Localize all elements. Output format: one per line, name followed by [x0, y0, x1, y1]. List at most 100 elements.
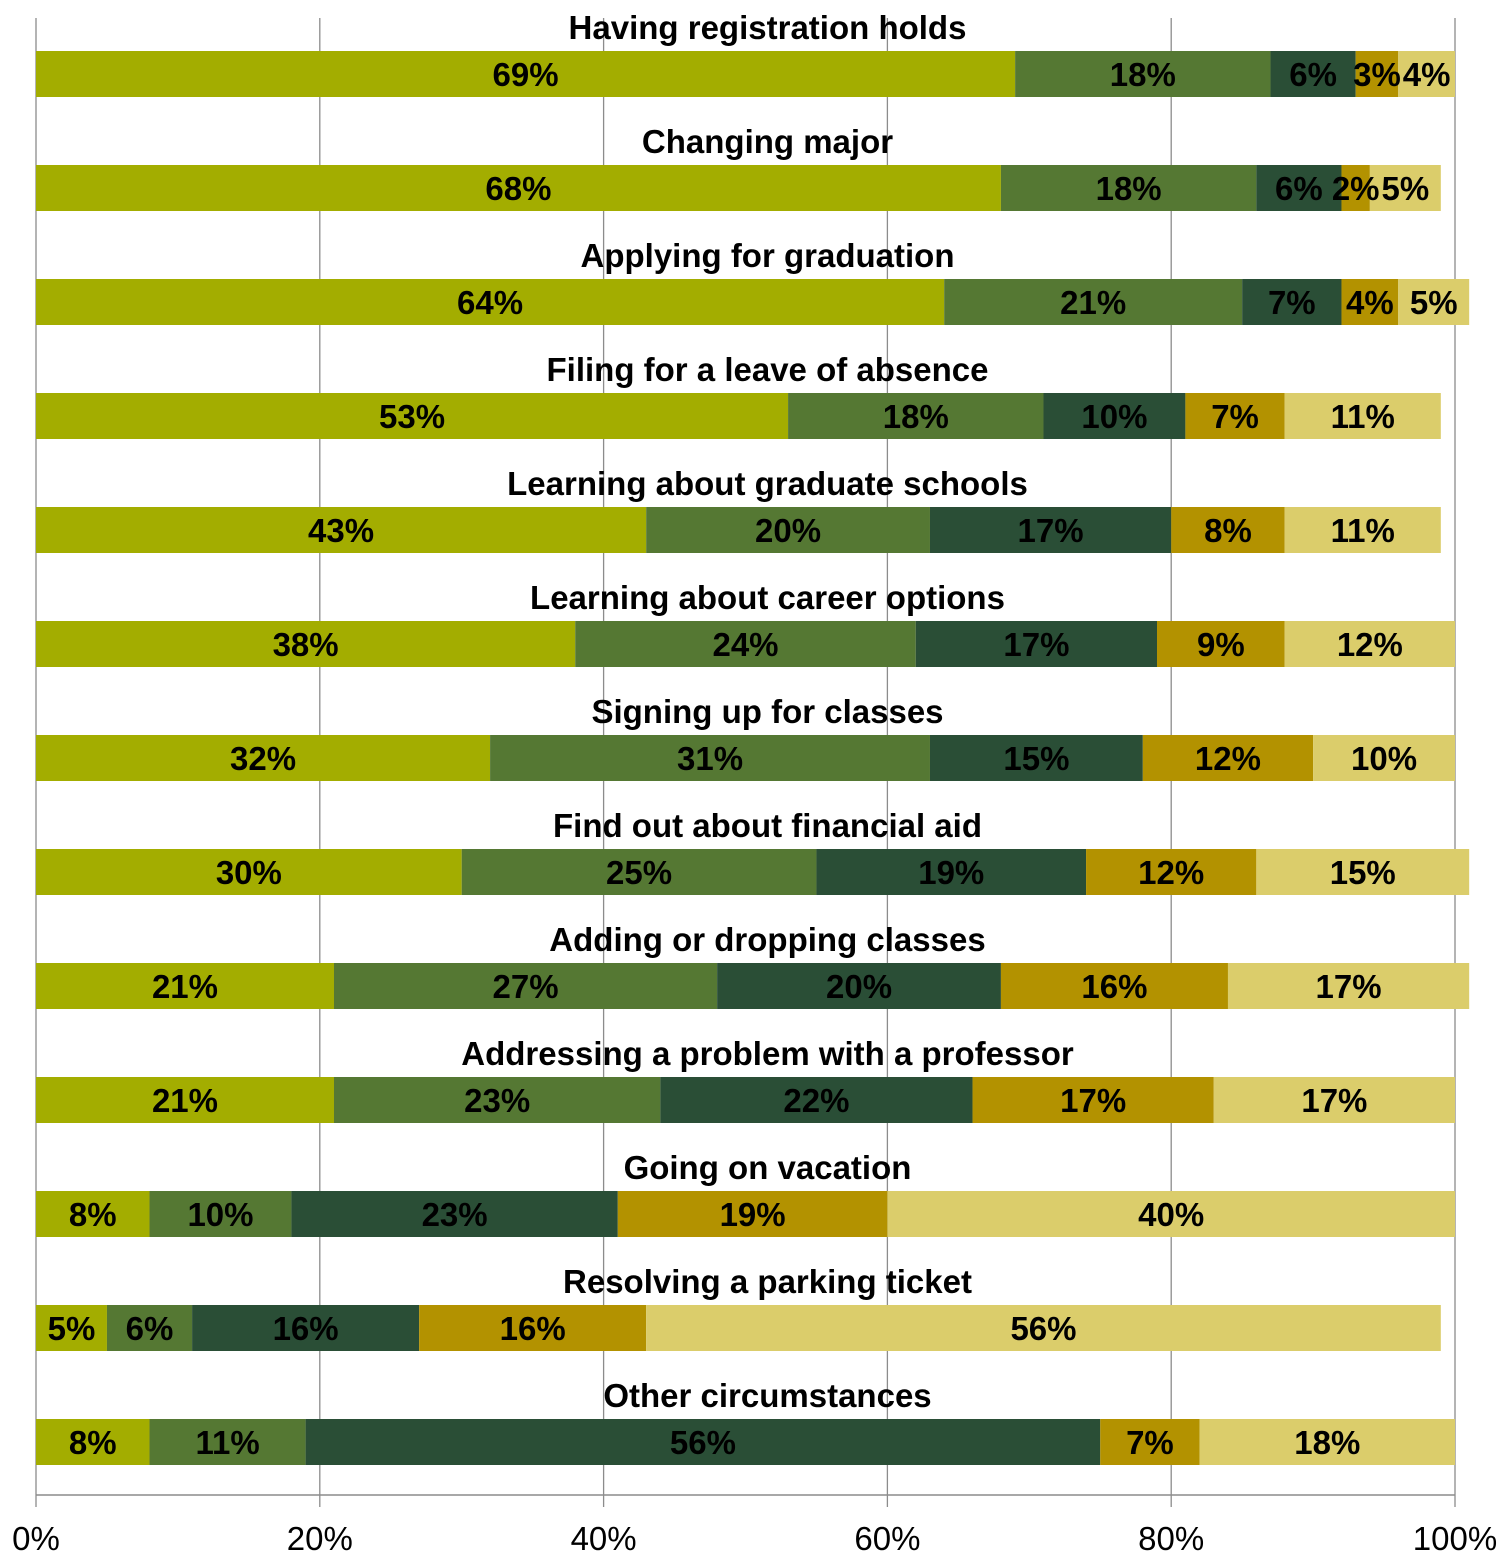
bar-segment [36, 1419, 150, 1465]
category-labels: Having registration holds Changing major A… [461, 9, 1074, 1414]
bar-segment [1227, 963, 1470, 1009]
category-label: Resolving a parking ticket [563, 1263, 972, 1300]
data-label: 21% [1060, 284, 1126, 321]
bar-segment [929, 507, 1172, 553]
bar-segment [1398, 279, 1470, 325]
bar-segment [36, 735, 491, 781]
bar-segment [36, 507, 647, 553]
data-label: 17% [1316, 968, 1382, 1005]
x-tick-label: 100% [1413, 1520, 1497, 1557]
bar-segment [36, 1077, 334, 1123]
category-label: Other circumstances [603, 1377, 931, 1414]
bar-segment [1171, 507, 1285, 553]
bar-segment [929, 735, 1143, 781]
bar-segment [1015, 51, 1271, 97]
bar-segment [36, 1191, 150, 1237]
bar-segment [1000, 963, 1228, 1009]
data-label: 19% [720, 1196, 786, 1233]
bar-segment [36, 51, 1016, 97]
data-label: 23% [464, 1082, 530, 1119]
data-label: 15% [1003, 740, 1069, 777]
bar-segment [887, 1191, 1455, 1237]
category-label: Learning about career options [530, 579, 1005, 616]
bar-segment [333, 963, 718, 1009]
bars: 69% 18% 6% 3% 4%68% 18% 6% 2% 5%64% 21% 7% 4% 5%53% 1… [36, 51, 1470, 1465]
bar-segment [36, 1305, 107, 1351]
data-label: 31% [677, 740, 743, 777]
data-label: 5% [1381, 170, 1429, 207]
data-label: 5% [48, 1310, 96, 1347]
data-label: 8% [1204, 512, 1252, 549]
data-label: 7% [1126, 1424, 1174, 1461]
data-label: 17% [1301, 1082, 1367, 1119]
bar-segment [36, 279, 945, 325]
data-label: 11% [1331, 398, 1395, 435]
data-label: 17% [1003, 626, 1069, 663]
data-label: 7% [1268, 284, 1316, 321]
data-label: 12% [1195, 740, 1261, 777]
bar-segment [1313, 735, 1455, 781]
category-label: Going on vacation [624, 1149, 912, 1186]
data-label: 6% [1275, 170, 1323, 207]
data-label: 17% [1018, 512, 1084, 549]
bar-segment [149, 1419, 306, 1465]
data-label: 20% [826, 968, 892, 1005]
data-label: 2% [1332, 170, 1380, 207]
data-label: 38% [273, 626, 339, 663]
bar-segment [1043, 393, 1186, 439]
data-label: 43% [308, 512, 374, 549]
data-label: 16% [500, 1310, 566, 1347]
bar-segment [461, 849, 817, 895]
bar-segment [1398, 51, 1455, 97]
data-label: 23% [422, 1196, 488, 1233]
bar-segment [291, 1191, 618, 1237]
x-tick-label: 40% [571, 1520, 637, 1557]
bar-segment [816, 849, 1087, 895]
bar-segment [36, 849, 462, 895]
bar-segment [1213, 1077, 1455, 1123]
bar-segment [1000, 165, 1257, 211]
data-label: 56% [670, 1424, 736, 1461]
bar-segment [419, 1305, 647, 1351]
bar-segment [333, 1077, 661, 1123]
category-label: Filing for a leave of absence [547, 351, 989, 388]
bar-segment [1185, 393, 1285, 439]
data-label: 5% [1410, 284, 1458, 321]
data-label: 10% [1081, 398, 1147, 435]
data-label: 21% [152, 1082, 218, 1119]
bar-segment [490, 735, 930, 781]
data-label: 25% [606, 854, 672, 891]
data-label: 8% [69, 1196, 117, 1233]
bar-segment [1157, 621, 1285, 667]
data-label: 11% [1331, 512, 1395, 549]
data-label: 16% [273, 1310, 339, 1347]
data-label: 7% [1211, 398, 1259, 435]
data-label: 30% [216, 854, 282, 891]
data-label: 32% [230, 740, 296, 777]
bar-segment [1284, 393, 1441, 439]
data-label: 17% [1060, 1082, 1126, 1119]
bar-segment [1270, 51, 1356, 97]
category-label: Learning about graduate schools [507, 465, 1028, 502]
data-label: 69% [493, 56, 559, 93]
bar-segment [1369, 165, 1441, 211]
data-label: 18% [1096, 170, 1162, 207]
bar-segment [1355, 51, 1399, 97]
data-label: 18% [883, 398, 949, 435]
bar-segment [1142, 735, 1314, 781]
data-label: 3% [1353, 56, 1401, 93]
bar-segment [1284, 621, 1455, 667]
data-label: 9% [1197, 626, 1245, 663]
data-label: 10% [187, 1196, 253, 1233]
x-axis: 0% 20% 40% 60% 80% 100% [12, 1494, 1497, 1557]
data-label: 6% [126, 1310, 174, 1347]
bar-segment [36, 963, 334, 1009]
data-label: 53% [379, 398, 445, 435]
category-label: Changing major [642, 123, 893, 160]
data-label: 15% [1330, 854, 1396, 891]
data-label: 11% [195, 1424, 259, 1461]
data-label: 19% [918, 854, 984, 891]
data-label: 56% [1010, 1310, 1076, 1347]
bar-segment [192, 1305, 420, 1351]
bar-segment [646, 507, 930, 553]
